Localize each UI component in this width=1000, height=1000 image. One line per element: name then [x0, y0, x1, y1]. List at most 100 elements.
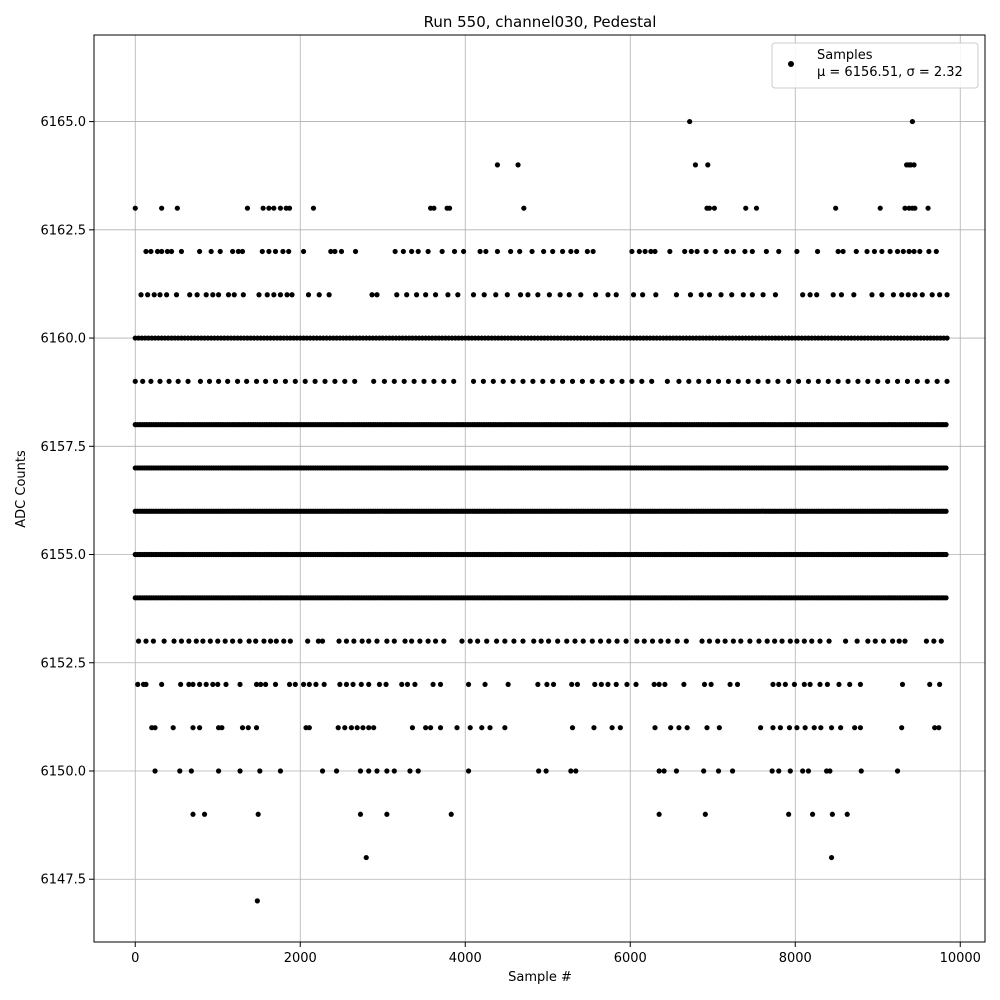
data-point: [902, 638, 908, 644]
data-point: [900, 248, 906, 255]
data-point: [708, 681, 714, 688]
data-point: [358, 681, 364, 688]
data-point: [336, 638, 342, 644]
data-point: [187, 292, 193, 298]
data-point: [828, 854, 835, 861]
data-point: [425, 638, 431, 644]
data-point: [937, 292, 943, 298]
data-point: [830, 292, 836, 298]
data-point: [423, 725, 429, 731]
data-point: [879, 248, 885, 255]
data-point: [374, 292, 380, 298]
data-point: [716, 725, 722, 731]
data-point: [197, 378, 204, 384]
data-point: [613, 292, 619, 298]
data-point: [383, 681, 389, 688]
data-point: [636, 248, 642, 255]
data-point: [864, 248, 870, 255]
data-point: [193, 638, 199, 644]
data-point: [222, 638, 228, 644]
x-tick-label: 0: [131, 951, 139, 966]
y-tick-label: 6155.0: [41, 548, 87, 563]
data-point: [606, 638, 612, 644]
data-point: [764, 638, 770, 644]
data-point: [186, 681, 192, 688]
data-point: [838, 725, 844, 731]
data-point: [786, 811, 792, 817]
data-point: [758, 725, 764, 731]
legend-stats: μ = 6156.51, σ = 2.32: [817, 65, 963, 80]
data-point: [640, 292, 646, 298]
data-point: [407, 768, 413, 774]
data-point: [702, 811, 708, 817]
data-point: [168, 248, 175, 255]
data-point: [629, 248, 635, 255]
data-point: [306, 681, 312, 688]
data-point: [814, 292, 820, 298]
data-point: [734, 681, 741, 688]
data-point: [676, 378, 682, 384]
data-point: [467, 725, 473, 731]
data-point: [597, 638, 604, 644]
data-point: [753, 205, 760, 211]
data-point: [246, 638, 252, 644]
data-point: [371, 378, 377, 384]
data-point: [730, 638, 736, 644]
data-point: [566, 292, 572, 298]
data-point: [550, 378, 556, 384]
data-point: [164, 292, 170, 298]
data-point: [277, 292, 284, 298]
data-point: [415, 768, 421, 774]
data-point: [369, 292, 375, 298]
data-point: [239, 248, 246, 255]
data-point: [451, 248, 458, 255]
plot-frame: [93, 34, 986, 943]
data-point: [263, 681, 269, 688]
data-point: [230, 638, 236, 644]
data-point: [658, 638, 664, 644]
data-point: [521, 205, 527, 211]
data-point: [568, 248, 574, 255]
data-point: [254, 898, 260, 904]
data-point: [409, 725, 416, 731]
data-point: [234, 378, 241, 384]
data-point: [272, 248, 279, 255]
data-point: [573, 768, 579, 774]
data-point: [272, 378, 279, 384]
data-point: [802, 725, 808, 731]
data-point: [197, 681, 203, 688]
data-point: [493, 292, 499, 298]
data-point: [384, 768, 390, 774]
data-point: [706, 378, 712, 384]
data-point: [135, 638, 142, 644]
data-point: [624, 681, 630, 688]
data-point: [593, 292, 599, 298]
data-point: [322, 378, 328, 384]
data-point: [715, 638, 721, 644]
data-point: [201, 811, 208, 817]
data-point: [742, 248, 748, 255]
data-point: [598, 681, 604, 688]
x-tick-label: 8000: [779, 951, 812, 966]
data-point: [722, 638, 728, 644]
data-point: [681, 681, 687, 688]
data-point: [875, 378, 881, 384]
data-point: [661, 768, 667, 774]
data-point: [431, 378, 437, 384]
data-point: [791, 681, 798, 688]
data-point: [284, 292, 290, 298]
data-point: [807, 681, 813, 688]
data-point: [520, 638, 526, 644]
data-point: [590, 248, 596, 255]
data-point: [231, 292, 237, 298]
data-point: [391, 378, 397, 384]
data-point: [699, 638, 705, 644]
data-point: [217, 248, 223, 255]
data-point: [609, 378, 615, 384]
data-point: [842, 638, 849, 644]
x-tick-label: 6000: [614, 951, 647, 966]
data-point: [902, 205, 908, 211]
data-point: [683, 638, 689, 644]
data-point: [354, 725, 360, 731]
data-point: [300, 248, 307, 255]
